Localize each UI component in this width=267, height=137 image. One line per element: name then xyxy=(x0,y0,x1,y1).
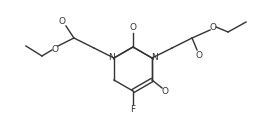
Text: O: O xyxy=(129,24,136,32)
Text: O: O xyxy=(195,51,203,59)
Text: N: N xyxy=(109,54,115,62)
Text: F: F xyxy=(131,105,136,113)
Text: O: O xyxy=(58,16,65,25)
Text: N: N xyxy=(151,54,158,62)
Text: O: O xyxy=(210,22,217,32)
Text: O: O xyxy=(162,88,168,96)
Text: O: O xyxy=(52,45,58,55)
